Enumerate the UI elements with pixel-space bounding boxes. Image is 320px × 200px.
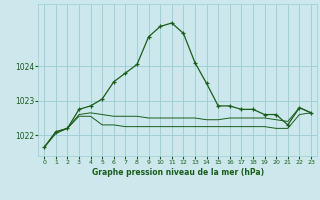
X-axis label: Graphe pression niveau de la mer (hPa): Graphe pression niveau de la mer (hPa) xyxy=(92,168,264,177)
